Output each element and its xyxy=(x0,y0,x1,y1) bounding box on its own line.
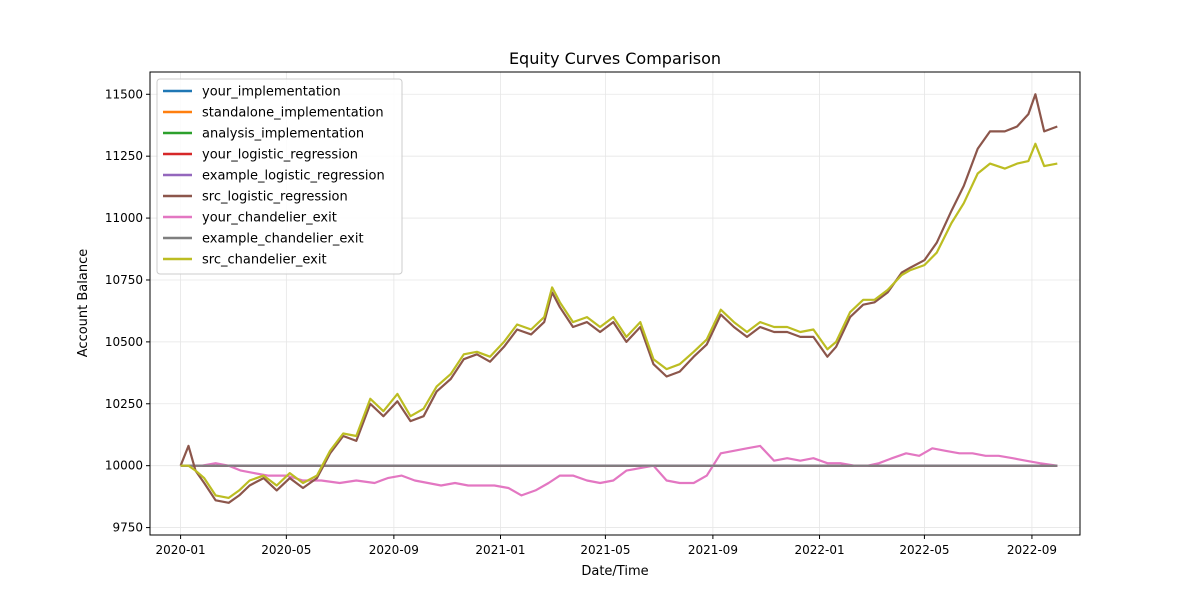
legend-label: src_logistic_regression xyxy=(202,190,348,205)
x-tick-label: 2020-01 xyxy=(156,543,206,557)
chart-title: Equity Curves Comparison xyxy=(509,49,721,68)
legend-label: example_logistic_regression xyxy=(202,169,385,184)
y-tick-label: 11250 xyxy=(105,149,143,163)
legend-label: src_chandelier_exit xyxy=(202,253,327,268)
legend-label: your_implementation xyxy=(202,85,341,100)
series-line-src-logistic-regression xyxy=(179,93,1058,504)
series-layer xyxy=(179,93,1058,504)
y-tick-label: 10500 xyxy=(105,335,143,349)
legend-label: standalone_implementation xyxy=(202,106,384,121)
x-tick-label: 2022-05 xyxy=(899,543,949,557)
x-tick-label: 2021-05 xyxy=(580,543,630,557)
plot-frame xyxy=(149,71,1081,536)
y-axis: 9750 10000 10250 10500 10750 11000 11250 11500 xyxy=(105,87,150,535)
legend-label: your_logistic_regression xyxy=(202,148,358,163)
x-tick-label: 2021-09 xyxy=(688,543,738,557)
x-tick-label: 2021-01 xyxy=(475,543,525,557)
legend-label: example_chandelier_exit xyxy=(202,232,364,247)
series-line-your-chandelier-exit xyxy=(180,444,1058,497)
x-axis-label: Date/Time xyxy=(581,564,648,579)
y-axis-label: Account Balance xyxy=(76,249,91,357)
x-tick-label: 2020-05 xyxy=(261,543,311,557)
y-tick-label: 11500 xyxy=(105,87,143,101)
x-axis: 2020-01 2020-05 2020-09 2021-01 2021-05 2021-… xyxy=(156,535,1057,557)
x-tick-label: 2020-09 xyxy=(369,543,419,557)
x-tick-label: 2022-01 xyxy=(794,543,844,557)
y-tick-label: 11000 xyxy=(105,211,143,225)
legend-label: analysis_implementation xyxy=(202,127,364,142)
legend-box xyxy=(156,78,403,275)
series-line-src-chandelier-exit xyxy=(180,142,1058,499)
x-tick-label: 2022-09 xyxy=(1007,543,1057,557)
y-tick-label: 10000 xyxy=(105,459,143,473)
legend-label: your_chandelier_exit xyxy=(202,211,337,226)
y-tick-label: 10250 xyxy=(105,397,143,411)
y-tick-label: 10750 xyxy=(105,273,143,287)
y-tick-label: 9750 xyxy=(112,521,143,535)
legend: your_implementation standalone_implementa… xyxy=(156,78,403,275)
